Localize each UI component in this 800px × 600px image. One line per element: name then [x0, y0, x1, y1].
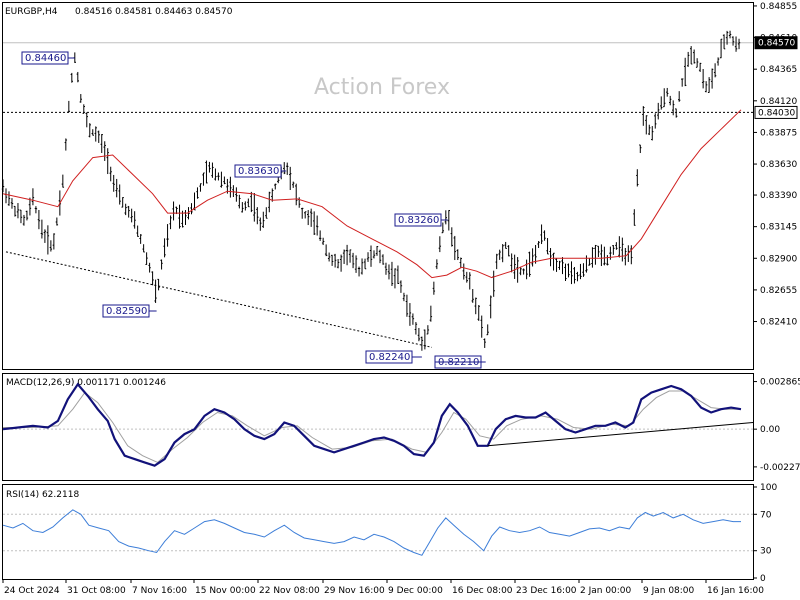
- rsi-tick-label-3: 0: [760, 574, 766, 584]
- annotation-label-0: 0.84460: [25, 53, 66, 64]
- price-tick-label-3: 0.84120: [760, 97, 797, 107]
- macd-tick-label-0: 0.002865: [760, 378, 800, 388]
- rsi-label: RSI(14) 62.2118: [6, 490, 79, 500]
- watermark: Action Forex: [314, 75, 450, 100]
- x-tick-label-7: 16 Dec 08:00: [452, 586, 513, 596]
- x-tick-label-3: 15 Nov 00:00: [195, 586, 256, 596]
- rsi-tick-label-0: 100: [760, 483, 777, 493]
- lower-trend-line: [5, 251, 432, 348]
- price-grid: [3, 42, 753, 348]
- rsi-line: [2, 509, 741, 556]
- price-tick-label-4: 0.83875: [760, 128, 797, 138]
- chart-ohlc-label: 0.84516 0.84581 0.84463 0.84570: [75, 7, 233, 17]
- macd-tick-label-1: 0.00: [760, 425, 780, 435]
- resistance-badge-text: 0.84030: [758, 108, 795, 118]
- macd-label: MACD(12,26,9) 0.001171 0.001246: [6, 378, 166, 388]
- x-tick-label-2: 7 Nov 16:00: [132, 586, 187, 596]
- x-tick-label-0: 24 Oct 2024: [4, 586, 60, 596]
- rsi-layer: [2, 509, 753, 556]
- x-tick-label-5: 29 Nov 16:00: [324, 586, 385, 596]
- x-tick-label-9: 2 Jan 00:00: [580, 586, 632, 596]
- resistance-badge-box: [754, 105, 798, 119]
- current-price-badge-text: 0.84570: [758, 39, 795, 49]
- x-tick-label-10: 9 Jan 08:00: [643, 586, 695, 596]
- x-tick-label-4: 22 Nov 08:00: [259, 586, 320, 596]
- chart-symbol-label: EURGBP,H4: [5, 7, 58, 17]
- price-axis: 0.848550.846100.843650.841200.838750.836…: [753, 2, 798, 328]
- price-tick-label-0: 0.84855: [760, 2, 797, 12]
- rsi-axis: 100 70 30 0: [753, 483, 777, 584]
- price-tick-label-6: 0.83390: [760, 191, 797, 201]
- price-tick-label-7: 0.83145: [760, 223, 797, 233]
- price-tick-label-8: 0.82900: [760, 254, 797, 264]
- x-tick-label-6: 9 Dec 00:00: [388, 586, 443, 596]
- x-tick-label-1: 31 Oct 08:00: [67, 586, 126, 596]
- price-tick-label-5: 0.83630: [760, 160, 797, 170]
- macd-main-line: [2, 382, 742, 467]
- macd-layer: [2, 382, 754, 467]
- rsi-tick-label-2: 30: [760, 547, 772, 557]
- rsi-panel-frame: [2, 484, 754, 580]
- price-tick-label-9: 0.82655: [760, 286, 797, 296]
- rsi-tick-label-1: 70: [760, 510, 772, 520]
- macd-trend-line: [487, 422, 754, 447]
- price-layer: [1, 30, 742, 351]
- annotation-label-1: 0.82590: [106, 306, 147, 317]
- macd-panel-frame: [2, 373, 754, 481]
- moving-average-line: [2, 109, 742, 279]
- price-tick-label-2: 0.84365: [760, 65, 797, 75]
- price-tick-label-10: 0.82410: [760, 318, 797, 328]
- x-axis: 24 Oct 2024 31 Oct 08:00 7 Nov 16:00 15 Nov…: [2, 579, 764, 596]
- macd-signal-line: [3, 390, 741, 463]
- annotation-label-4: 0.82240: [369, 352, 410, 363]
- current-price-badge-box: [754, 36, 798, 50]
- x-tick-label-11: 16 Jan 16:00: [707, 586, 764, 596]
- annotation-label-3: 0.83260: [398, 215, 439, 226]
- x-tick-label-8: 23 Dec 16:00: [516, 586, 577, 596]
- annotation-label-2: 0.83630: [238, 166, 279, 177]
